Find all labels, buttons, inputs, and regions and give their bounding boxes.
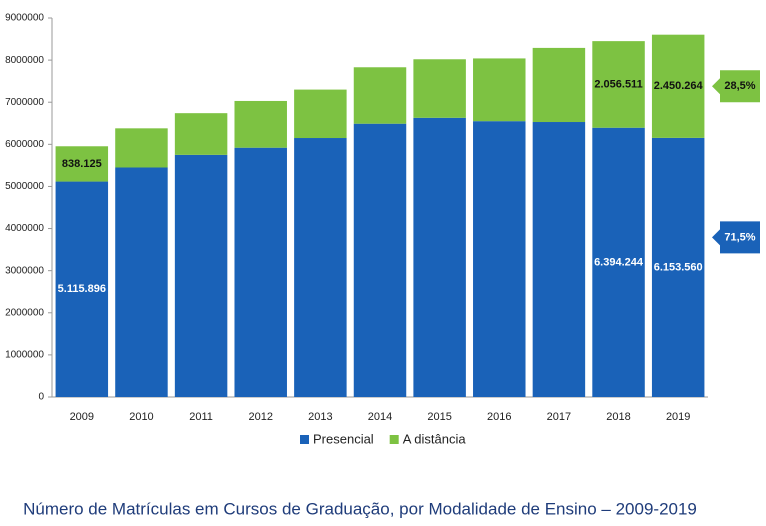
callout [712,70,760,103]
bar-segment [115,128,168,168]
bar-segment [532,122,586,398]
y-tick-label: 1000000 [5,350,44,361]
value-label: 2.056.511 [594,78,642,90]
bar-segment [592,41,645,128]
y-tick-label: 2000000 [5,307,44,318]
bar-segment [353,67,407,124]
x-tick-label: 2012 [248,411,272,423]
y-tick-label: 7000000 [5,97,44,108]
share-label: 71,5% [724,231,755,243]
bar-segment [55,181,109,397]
x-tick-label: 2015 [427,411,451,423]
bar-segment [592,127,645,398]
legend-label: Presencial [313,431,374,446]
bar-segment [234,100,287,148]
x-tick-label: 2019 [666,411,690,423]
y-tick-label: 4000000 [5,223,44,234]
x-tick-label: 2016 [487,411,511,423]
x-tick-label: 2009 [70,411,94,423]
y-tick-label: 9000000 [5,13,44,24]
bar-segment [473,121,526,397]
value-label: 838.125 [62,158,102,170]
value-label: 5.115.896 [58,283,106,295]
y-tick-label: 5000000 [5,181,44,192]
bar-segment [115,167,168,397]
value-label: 6.394.244 [594,256,644,268]
y-tick-label: 3000000 [5,265,44,276]
bar-segment [532,47,586,123]
bar-segment [473,58,526,122]
value-label: 6.153.560 [654,261,703,273]
callout [712,221,760,254]
y-tick-label: 8000000 [5,55,44,66]
y-tick-label: 6000000 [5,139,44,150]
bar-segment [294,138,347,397]
bar-segment [55,146,109,182]
value-label: 2.450.264 [654,80,704,92]
x-tick-label: 2011 [189,411,213,423]
bar-segment [294,89,347,139]
bar-segment [174,154,228,397]
legend-swatch [300,435,309,444]
x-tick-label: 2013 [308,411,332,423]
legend-label: A distância [403,431,467,446]
bar-segment [234,147,287,397]
chart-title: Número de Matrículas em Cursos de Gradua… [23,499,697,518]
bar-segment [174,113,228,155]
bar-segment [413,59,466,118]
x-tick-label: 2010 [129,411,153,423]
x-tick-label: 2017 [547,411,571,423]
x-tick-label: 2014 [368,411,392,423]
bar-segment [651,137,705,397]
legend-swatch [389,435,399,444]
bar-segment [413,117,466,397]
x-tick-label: 2018 [606,411,630,423]
bar-segment [651,34,705,138]
share-label: 28,5% [724,80,755,92]
y-tick-label: 0 [38,392,44,403]
bar-segment [353,123,407,398]
